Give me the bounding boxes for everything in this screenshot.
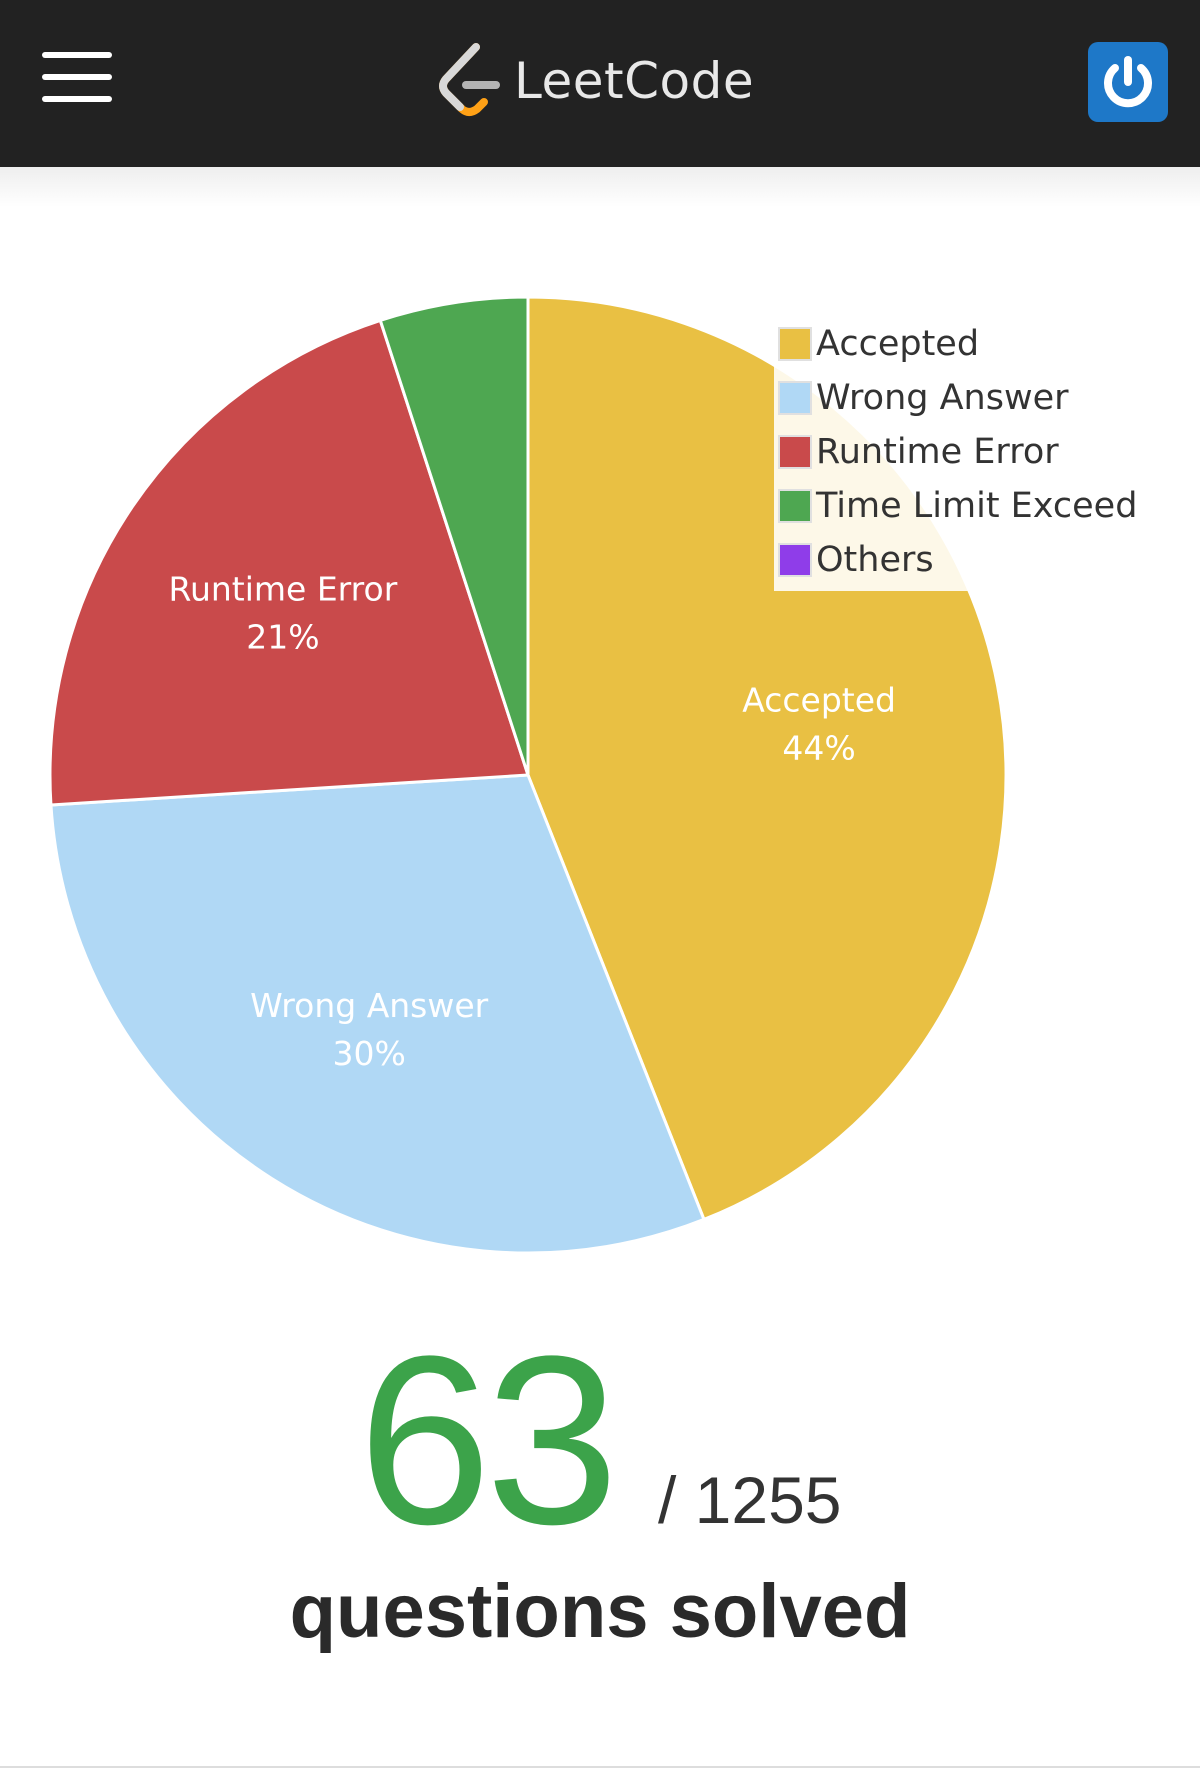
power-button[interactable] xyxy=(1088,42,1168,122)
power-icon xyxy=(1104,56,1152,108)
legend-item-accepted[interactable]: Accepted xyxy=(778,317,1138,371)
navbar-shadow xyxy=(0,167,1200,207)
legend-label: Time Limit Exceed xyxy=(816,486,1138,526)
leetcode-logo-icon xyxy=(439,43,500,116)
pie-slice-wrong-answer[interactable] xyxy=(49,773,706,1255)
legend-label: Runtime Error xyxy=(816,432,1059,472)
pie-slice-time-limit-exceed[interactable] xyxy=(378,295,530,776)
legend-label: Wrong Answer xyxy=(816,378,1069,418)
total-questions: / 1255 xyxy=(658,1463,842,1537)
legend-item-wrong-answer[interactable]: Wrong Answer xyxy=(778,371,1138,425)
slice-label-name: Runtime Error xyxy=(169,569,398,608)
slice-label-percent: 30% xyxy=(333,1034,406,1073)
brand-name: LeetCode xyxy=(514,52,755,110)
chart-legend: Accepted Wrong Answer Runtime Error Time… xyxy=(774,313,1138,591)
slice-label-name: Accepted xyxy=(742,680,896,719)
top-navbar: LeetCode xyxy=(0,0,1200,167)
legend-swatch xyxy=(778,435,812,469)
hamburger-menu-icon[interactable] xyxy=(42,52,114,102)
legend-item-time-limit-exceed[interactable]: Time Limit Exceed xyxy=(778,479,1138,533)
legend-item-others[interactable]: Others xyxy=(778,533,1138,587)
solved-caption: questions solved xyxy=(289,1569,911,1654)
legend-swatch xyxy=(778,543,812,577)
slice-label-percent: 44% xyxy=(782,728,855,767)
slice-label-percent: 21% xyxy=(246,617,319,656)
solved-stats: 63 / 1255 xyxy=(0,1320,1200,1570)
slice-label-name: Wrong Answer xyxy=(250,986,489,1025)
legend-swatch xyxy=(778,489,812,523)
pie-slice-runtime-error[interactable] xyxy=(48,318,531,807)
legend-label: Others xyxy=(816,540,934,580)
divider xyxy=(0,1766,1200,1768)
solved-count: 63 xyxy=(358,1306,619,1574)
brand-link[interactable]: LeetCode xyxy=(432,38,754,124)
submission-pie-chart: Accepted 44% Wrong Answer 30% Runtime Error 2… xyxy=(48,295,1008,1255)
legend-label: Accepted xyxy=(816,324,980,364)
legend-item-runtime-error[interactable]: Runtime Error xyxy=(778,425,1138,479)
legend-swatch xyxy=(778,327,812,361)
legend-swatch xyxy=(778,381,812,415)
